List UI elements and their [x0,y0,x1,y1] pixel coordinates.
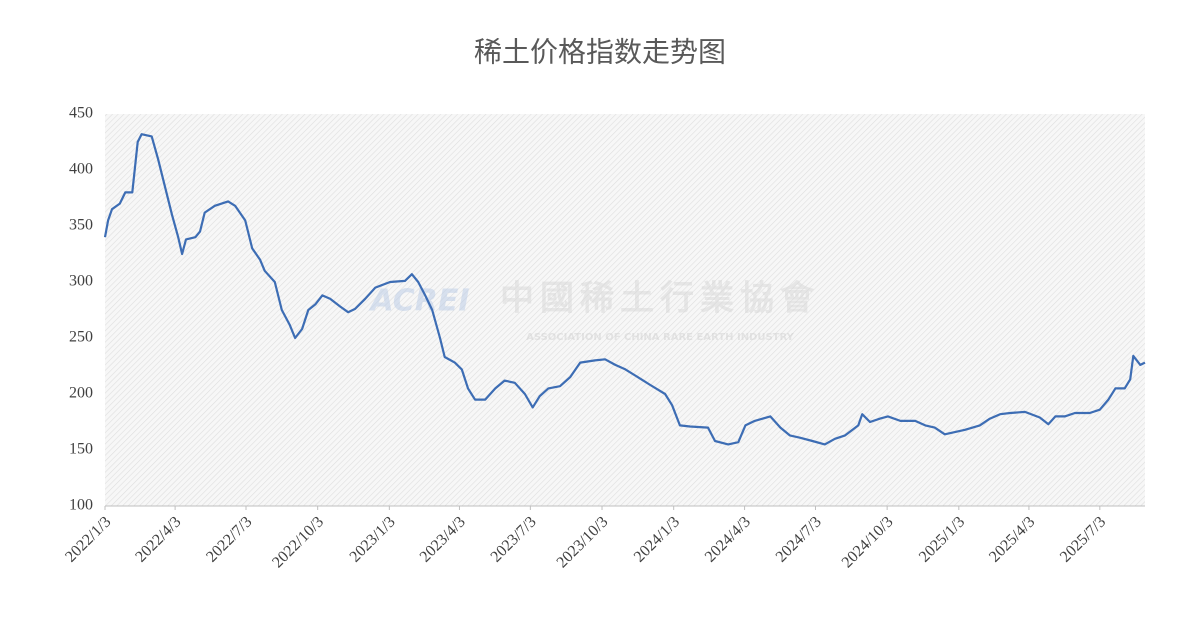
x-tick-label: 2022/7/3 [203,513,255,565]
line [103,133,1146,446]
y-tick-label: 150 [69,441,93,458]
y-tick-label: 300 [69,273,93,290]
watermark: ACREI 中國稀土行業協會 ASSOCIATION OF CHINA RARE… [368,279,820,344]
x-tick-label: 2022/10/3 [269,513,327,571]
x-tick-label: 2022/1/3 [62,513,114,565]
x-tick-label: 2022/4/3 [132,513,184,565]
y-tick-label: 200 [69,385,93,402]
y-tick-label: 400 [69,161,93,178]
x-tick-label: 2023/1/3 [347,513,399,565]
x-tick-label: 2023/4/3 [417,513,469,565]
y-tick-label: 450 [69,105,93,122]
watermark-name: 中國稀土行業協會 [500,279,820,319]
y-tick-label: 250 [69,329,93,346]
x-tick-label: 2025/4/3 [986,513,1038,565]
chart-title: 稀土价格指数走势图 [474,36,726,68]
x-tick-label: 2024/10/3 [839,513,897,571]
plot-background [105,114,1145,506]
watermark-logo: ACREI [368,284,469,319]
x-tick-label: 2024/4/3 [702,513,754,565]
x-tick-label: 2025/7/3 [1057,513,1109,565]
x-tick-label: 2025/1/3 [916,513,968,565]
watermark-english: ASSOCIATION OF CHINA RARE EARTH INDUSTRY [526,332,795,343]
x-tick-label: 2024/7/3 [773,513,825,565]
y-tick-label: 350 [69,217,93,234]
x-tick-label: 2024/1/3 [631,513,683,565]
y-tick-label: 100 [69,497,93,514]
x-tick-label: 2023/7/3 [488,513,540,565]
x-tick-label: 2023/10/3 [554,513,612,571]
